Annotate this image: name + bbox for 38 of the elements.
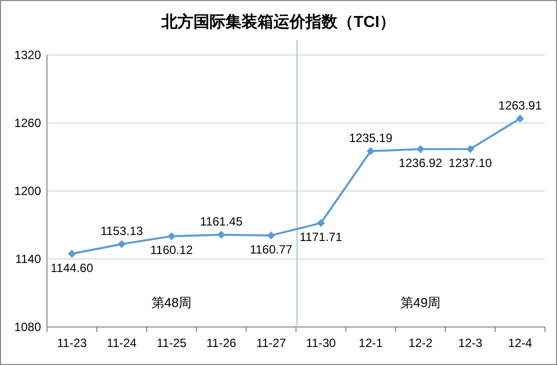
point: [68, 250, 76, 258]
x-tick-label: 12-2: [408, 336, 433, 350]
x-tick-label: 12-4: [508, 336, 532, 350]
x-tick-label: 11-25: [156, 336, 187, 350]
annotation: 第49周: [400, 295, 441, 310]
data-label: 1161.45: [200, 214, 243, 229]
y-tick-label: 1140: [15, 252, 42, 266]
data-label: 1171.71: [300, 230, 342, 244]
point: [466, 144, 474, 153]
y-tick-label: 1080: [14, 320, 42, 334]
point: [217, 230, 226, 239]
data-label: 1144.60: [50, 260, 94, 275]
x-tick-label: 11-23: [56, 336, 88, 350]
y-tick-label: 1320: [14, 48, 42, 62]
point: [416, 145, 424, 154]
x-tick-label: 11-24: [106, 336, 137, 350]
data-label: 1235.19: [349, 131, 393, 146]
data-label: 1160.77: [250, 242, 293, 256]
x-tick-label: 11-26: [206, 336, 237, 350]
annotation: 第48周: [151, 295, 192, 310]
point: [168, 232, 176, 240]
y-tick-label: 1260: [14, 116, 42, 130]
data-label: 1236.92: [398, 156, 443, 170]
data-label: 1153.13: [100, 224, 144, 238]
point: [118, 240, 126, 248]
x-tick-label: 12-1: [358, 336, 384, 350]
data-label: 1160.12: [150, 243, 194, 258]
point: [516, 114, 524, 123]
point: [316, 219, 325, 228]
x-tick-label: 12-3: [458, 336, 483, 350]
data-label: 1237.10: [448, 156, 492, 170]
x-tick-label: 11-27: [256, 336, 286, 350]
x-tick-label: 11-30: [306, 336, 336, 350]
chart-title: 北方国际集装箱运价指数（TCI）: [160, 12, 396, 31]
point: [366, 147, 375, 156]
point: [267, 231, 276, 240]
y-tick-label: 1200: [14, 184, 42, 198]
data-label: 1263.91: [498, 98, 542, 113]
